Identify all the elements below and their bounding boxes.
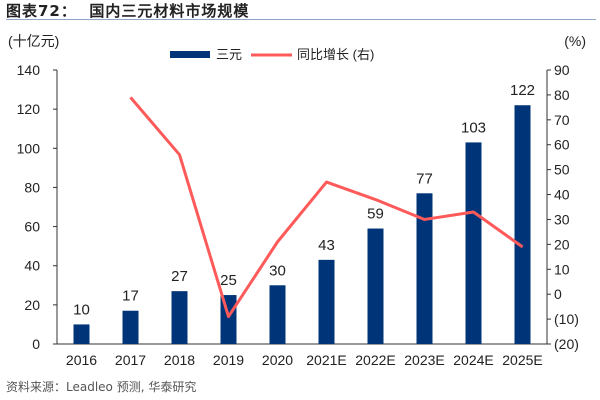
bar-2021E [318, 259, 335, 344]
right-tick-label: 0 [554, 286, 562, 302]
bar-data-label: 43 [318, 237, 335, 254]
x-tick-label: 2023E [404, 352, 444, 368]
left-tick-label: 40 [24, 258, 40, 274]
bar-2023E [416, 193, 433, 344]
right-axis-label: (%) [564, 33, 586, 49]
left-tick-label: 120 [17, 101, 41, 117]
left-axis-label: (十亿元) [8, 33, 59, 49]
bar-data-label: 25 [220, 272, 237, 289]
right-tick-label: 10 [554, 261, 570, 277]
right-tick-label: 70 [554, 112, 570, 128]
x-tick-label: 2017 [115, 352, 146, 368]
x-tick-label: 2016 [66, 352, 97, 368]
bar-data-label: 122 [510, 82, 535, 99]
x-tick-label: 2020 [262, 352, 293, 368]
legend-swatch-bar [170, 51, 210, 58]
x-tick-label: 2022E [355, 352, 395, 368]
right-tick-label: (10) [554, 311, 579, 327]
right-tick-label: 60 [554, 137, 570, 153]
bar-data-label: 59 [367, 206, 384, 223]
bar-2017 [122, 310, 139, 344]
bar-data-label: 103 [461, 119, 486, 136]
bar-data-label: 27 [171, 268, 188, 285]
x-tick-label: 2021E [306, 352, 346, 368]
bar-data-label: 30 [269, 262, 286, 279]
right-tick-label: (20) [554, 336, 579, 352]
right-tick-label: 50 [554, 162, 570, 178]
right-tick-label: 20 [554, 236, 570, 252]
legend-label-bar: 三元 [216, 47, 242, 62]
legend-label-line: 同比增长 (右) [297, 47, 374, 62]
left-tick-label: 20 [24, 297, 40, 313]
left-tick-label: 100 [17, 140, 41, 156]
right-tick-label: 80 [554, 87, 570, 103]
bar-2024E [465, 142, 482, 344]
left-tick-label: 140 [17, 62, 41, 78]
bar-data-label: 17 [122, 288, 139, 305]
x-tick-label: 2019 [213, 352, 244, 368]
bar-2018 [171, 291, 188, 344]
bar-2020 [269, 285, 286, 344]
right-tick-label: 40 [554, 187, 570, 203]
chart-title: 图表72： 国内三元材料市场规模 [6, 2, 250, 20]
bar-2025E [514, 105, 531, 344]
x-tick-label: 2025E [502, 352, 542, 368]
left-tick-label: 0 [32, 336, 40, 352]
source-note: 资料来源：Leadleo 预测, 华泰研究 [6, 380, 197, 394]
left-tick-label: 80 [24, 179, 40, 195]
bar-data-label: 10 [73, 301, 90, 318]
x-tick-label: 2024E [453, 352, 493, 368]
bar-2022E [367, 228, 384, 344]
title-divider [6, 19, 596, 20]
bar-data-label: 77 [416, 170, 433, 187]
right-tick-label: 30 [554, 211, 570, 227]
left-tick-label: 60 [24, 219, 40, 235]
bar-2016 [73, 324, 90, 344]
right-tick-label: 90 [554, 62, 570, 78]
x-tick-label: 2018 [164, 352, 195, 368]
